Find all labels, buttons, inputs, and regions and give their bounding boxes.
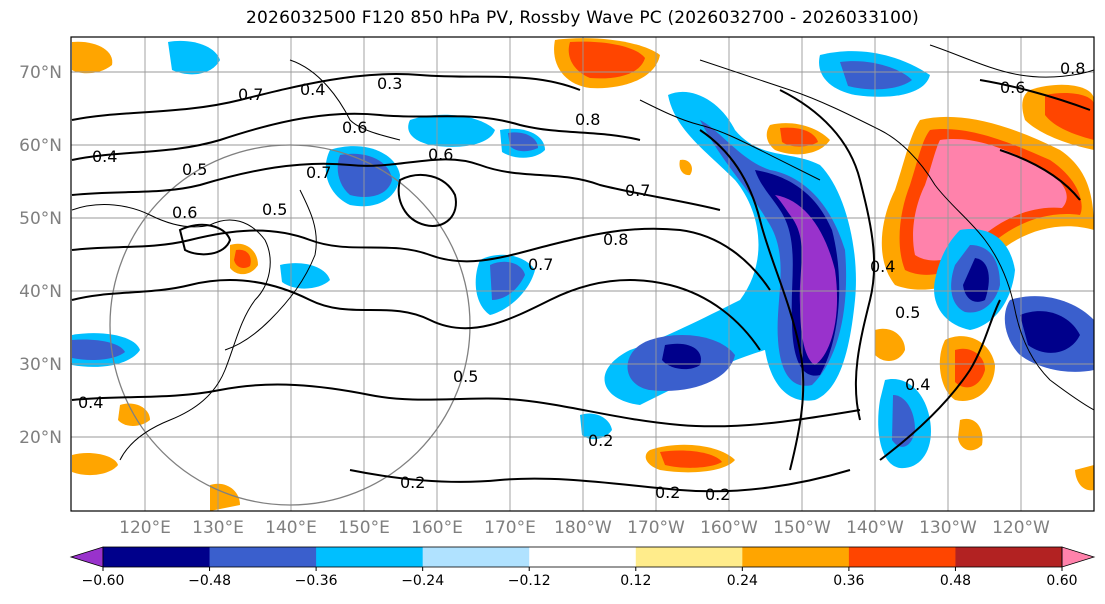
- colorbar-tick-label: 0.60: [1046, 573, 1077, 589]
- contour-label: 0.7: [238, 85, 263, 104]
- lat-tick-label: 40°N: [19, 282, 62, 302]
- colorbar-tick-label: −0.60: [82, 573, 125, 589]
- contour-label: 0.6: [342, 118, 367, 137]
- longitude-axis: 120°E 130°E 140°E 150°E 160°E 170°E 180°…: [119, 518, 1050, 538]
- contour-label: 0.6: [428, 145, 453, 164]
- colorbar-tick-label: 0.24: [727, 573, 758, 589]
- contour-label: 0.7: [306, 163, 331, 182]
- colorbar-tick-label: −0.48: [188, 573, 231, 589]
- graticule: [71, 37, 1094, 511]
- colorbar: −0.60 −0.48 −0.36 −0.24 −0.12 0.12 0.24 0.36 0.4…: [69, 546, 1096, 589]
- lon-tick-label: 150°W: [773, 518, 831, 538]
- contour-label: 0.5: [895, 303, 920, 322]
- coastlines: [71, 44, 1094, 461]
- colorbar-tick-label: 0.48: [940, 573, 971, 589]
- colorbar-segment: [209, 547, 317, 567]
- contour-labels: 0.3 0.4 0.6 0.8 0.7 0.5 0.6 0.7 0.8 0.7 …: [78, 59, 1085, 504]
- lat-tick-label: 50°N: [19, 209, 62, 229]
- contour-label: 0.2: [400, 473, 425, 492]
- lat-tick-label: 70°N: [19, 63, 62, 83]
- colorbar-extend-max: [1061, 546, 1096, 568]
- lat-tick-label: 60°N: [19, 136, 62, 156]
- colorbar-extend-min: [69, 546, 104, 568]
- colorbar-tick-label: 0.36: [833, 573, 864, 589]
- contour-label: 0.3: [377, 74, 402, 93]
- figure-title: 2026032500 F120 850 hPa PV, Rossby Wave …: [246, 8, 919, 28]
- contour-label: 0.4: [300, 80, 325, 99]
- contour-label: 0.4: [905, 375, 930, 394]
- colorbar-segment: [103, 547, 211, 567]
- colorbar-tick-label: 0.12: [620, 573, 651, 589]
- colorbar-tick-label: −0.36: [295, 573, 338, 589]
- contour-label: 0.4: [78, 393, 103, 412]
- lon-tick-label: 130°W: [919, 518, 977, 538]
- contour-label: 0.6: [1000, 78, 1025, 97]
- colorbar-segment: [742, 547, 850, 567]
- colorbar-tick-label: −0.12: [508, 573, 551, 589]
- colorbar-segment: [955, 547, 1063, 567]
- lat-tick-label: 30°N: [19, 355, 62, 375]
- lon-tick-label: 120°W: [992, 518, 1050, 538]
- reference-circle: [109, 144, 471, 506]
- contour-label: 0.4: [92, 147, 117, 166]
- lon-tick-label: 160°E: [411, 518, 463, 538]
- contour-label: 0.2: [655, 483, 680, 502]
- lon-tick-label: 170°W: [627, 518, 685, 538]
- map-border: [70, 36, 1095, 512]
- lon-tick-label: 170°E: [484, 518, 536, 538]
- pv-contours: [71, 73, 1091, 493]
- colorbar-segment: [635, 547, 743, 567]
- lat-tick-label: 20°N: [19, 428, 62, 448]
- contour-label: 0.5: [182, 160, 207, 179]
- contour-label: 0.8: [1060, 59, 1085, 78]
- colorbar-segment: [529, 547, 637, 567]
- colorbar-outline: [102, 546, 1063, 568]
- contour-label: 0.6: [172, 203, 197, 222]
- shaded-anomalies: [72, 38, 1094, 511]
- contour-label: 0.2: [705, 485, 730, 504]
- lon-tick-label: 140°W: [846, 518, 904, 538]
- contour-label: 0.7: [625, 181, 650, 200]
- contour-label: 0.5: [453, 367, 478, 386]
- lon-tick-label: 180°W: [554, 518, 612, 538]
- colorbar-segment: [316, 547, 424, 567]
- contour-label: 0.5: [262, 200, 287, 219]
- lon-tick-label: 120°E: [119, 518, 171, 538]
- lon-tick-label: 130°E: [192, 518, 244, 538]
- contour-label: 0.8: [603, 230, 628, 249]
- lon-tick-label: 160°W: [700, 518, 758, 538]
- contour-label: 0.2: [588, 431, 613, 450]
- colorbar-tick-label: −0.24: [401, 573, 444, 589]
- colorbar-segment: [848, 547, 956, 567]
- colorbar-segment: [422, 547, 530, 567]
- lon-tick-label: 140°E: [265, 518, 317, 538]
- latitude-axis: 70°N 60°N 50°N 40°N 30°N 20°N: [19, 63, 62, 448]
- lon-tick-label: 150°E: [338, 518, 390, 538]
- contour-label: 0.7: [528, 255, 553, 274]
- contour-label: 0.8: [575, 110, 600, 129]
- contour-label: 0.4: [870, 257, 895, 276]
